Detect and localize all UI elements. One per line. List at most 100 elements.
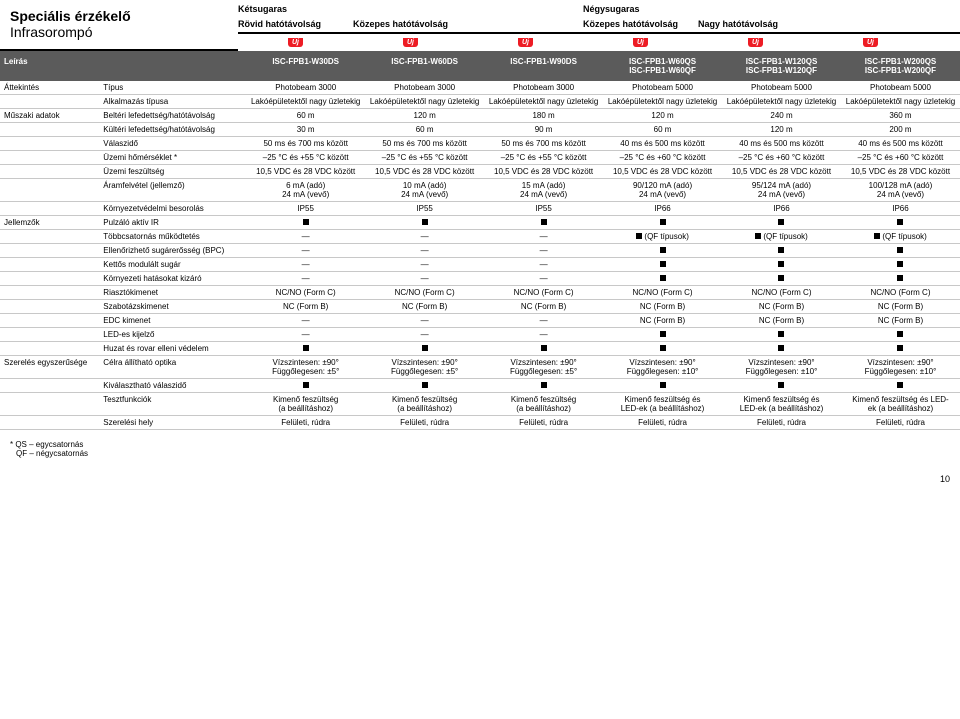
table-row: Üzemi feszültség10,5 VDC és 28 VDC közöt…	[0, 165, 960, 179]
value-cell: —	[246, 244, 365, 258]
value-cell: Vízszintesen: ±90°Függőlegesen: ±10°	[722, 356, 841, 379]
filled-square-icon	[303, 382, 309, 388]
value-cell: Lakóépületektől nagy üzletekig	[841, 95, 960, 109]
value-cell: NC/NO (Form C)	[246, 286, 365, 300]
title-bold: Speciális érzékelő	[10, 8, 228, 24]
value-cell	[365, 216, 484, 230]
label-cell: Ellenőrizhető sugárerősség (BPC)	[99, 244, 246, 258]
title-light: Infrasorompó	[10, 24, 228, 40]
col-header-model: ISC-FPB1-W60QS ISC-FPB1-W60QF	[603, 51, 722, 81]
value-cell: IP55	[484, 202, 603, 216]
label-cell: Áramfelvétel (jellemző)	[99, 179, 246, 202]
model-line1: ISC-FPB1-W200QS	[845, 57, 956, 66]
value-cell	[841, 379, 960, 393]
category-cell	[0, 314, 99, 328]
label-cell: Alkalmazás típusa	[99, 95, 246, 109]
value-cell: NC/NO (Form C)	[722, 286, 841, 300]
filled-square-icon	[303, 345, 309, 351]
value-cell	[484, 342, 603, 356]
category-cell: Szerelés egyszerűsége	[0, 356, 99, 379]
value-cell: —	[246, 272, 365, 286]
model-line2: ISC-FPB1-W200QF	[845, 66, 956, 75]
header-cell: Négysugaras	[583, 0, 928, 16]
value-cell: –25 °C és +55 °C között	[484, 151, 603, 165]
filled-square-icon	[778, 275, 784, 281]
label-cell: Szerelési hely	[99, 416, 246, 430]
value-cell: —	[484, 258, 603, 272]
value-cell: 50 ms és 700 ms között	[484, 137, 603, 151]
table-row: ÁttekintésTípusPhotobeam 3000Photobeam 3…	[0, 81, 960, 95]
table-row: Kettős modulált sugár———	[0, 258, 960, 272]
filled-square-icon	[897, 219, 903, 225]
filled-square-icon	[778, 261, 784, 267]
value-cell: 10,5 VDC és 28 VDC között	[365, 165, 484, 179]
value-cell: Lakóépületektől nagy üzletekig	[246, 95, 365, 109]
category-cell	[0, 258, 99, 272]
header-row-range: Rövid hatótávolság Közepes hatótávolság …	[238, 16, 960, 34]
category-cell	[0, 202, 99, 216]
value-cell: —	[246, 328, 365, 342]
value-cell: 200 m	[841, 123, 960, 137]
value-cell: NC (Form B)	[722, 314, 841, 328]
header-cell: Kétsugaras	[238, 0, 583, 16]
label-cell: Szabotázskimenet	[99, 300, 246, 314]
value-cell: 60 m	[603, 123, 722, 137]
header-cell: Közepes hatótávolság	[583, 16, 698, 32]
filled-square-icon	[660, 331, 666, 337]
value-cell: —	[484, 244, 603, 258]
header-cell: Közepes hatótávolság	[353, 16, 583, 32]
value-cell: IP66	[603, 202, 722, 216]
category-cell: Műszaki adatok	[0, 109, 99, 123]
value-cell: 10,5 VDC és 28 VDC között	[722, 165, 841, 179]
new-badge: Új	[288, 38, 303, 47]
spec-table-body: ÁttekintésTípusPhotobeam 3000Photobeam 3…	[0, 81, 960, 430]
value-cell: NC/NO (Form C)	[603, 286, 722, 300]
label-cell: Riasztókimenet	[99, 286, 246, 300]
category-cell	[0, 95, 99, 109]
table-row: Áramfelvétel (jellemző)6 mA (adó)24 mA (…	[0, 179, 960, 202]
filled-square-icon	[636, 233, 642, 239]
value-cell: Lakóépületektől nagy üzletekig	[603, 95, 722, 109]
value-cell: 10,5 VDC és 28 VDC között	[246, 165, 365, 179]
page-header: Speciális érzékelő Infrasorompó Kétsugar…	[0, 0, 960, 51]
value-cell: 95/124 mA (adó)24 mA (vevő)	[722, 179, 841, 202]
filled-square-icon	[541, 382, 547, 388]
category-cell	[0, 286, 99, 300]
value-cell: 120 m	[722, 123, 841, 137]
value-cell: Kimenő feszültség ésLED-ek (a beállításh…	[722, 393, 841, 416]
category-cell	[0, 165, 99, 179]
category-cell	[0, 230, 99, 244]
model-line1: ISC-FPB1-W30DS	[250, 57, 361, 66]
filled-square-icon	[874, 233, 880, 239]
value-cell: –25 °C és +60 °C között	[841, 151, 960, 165]
value-cell: —	[246, 258, 365, 272]
new-badge: Új	[748, 38, 763, 47]
table-row: RiasztókimenetNC/NO (Form C)NC/NO (Form …	[0, 286, 960, 300]
value-cell: NC (Form B)	[603, 300, 722, 314]
value-cell: 30 m	[246, 123, 365, 137]
category-cell	[0, 137, 99, 151]
value-cell: 50 ms és 700 ms között	[246, 137, 365, 151]
table-row: LED-es kijelző———	[0, 328, 960, 342]
label-cell: Tesztfunkciók	[99, 393, 246, 416]
value-cell	[722, 379, 841, 393]
value-cell: 90/120 mA (adó)24 mA (vevő)	[603, 179, 722, 202]
model-line2: ISC-FPB1-W60QF	[607, 66, 718, 75]
value-cell: NC (Form B)	[603, 314, 722, 328]
value-cell	[722, 328, 841, 342]
value-cell	[484, 216, 603, 230]
category-cell: Jellemzők	[0, 216, 99, 230]
value-cell: —	[365, 272, 484, 286]
header-classification: Kétsugaras Négysugaras Rövid hatótávolsá…	[238, 0, 960, 51]
filled-square-icon	[755, 233, 761, 239]
value-cell: —	[484, 272, 603, 286]
label-cell: Válaszidő	[99, 137, 246, 151]
filled-square-icon	[541, 345, 547, 351]
model-line1: ISC-FPB1-W60DS	[369, 57, 480, 66]
filled-square-icon	[778, 219, 784, 225]
table-row: Környezetvédelmi besorolásIP55IP55IP55IP…	[0, 202, 960, 216]
value-cell: 240 m	[722, 109, 841, 123]
spec-table: Leírás ISC-FPB1-W30DS ISC-FPB1-W60DS ISC…	[0, 51, 960, 430]
value-cell: Felületi, rúdra	[484, 416, 603, 430]
label-cell: Környezetvédelmi besorolás	[99, 202, 246, 216]
